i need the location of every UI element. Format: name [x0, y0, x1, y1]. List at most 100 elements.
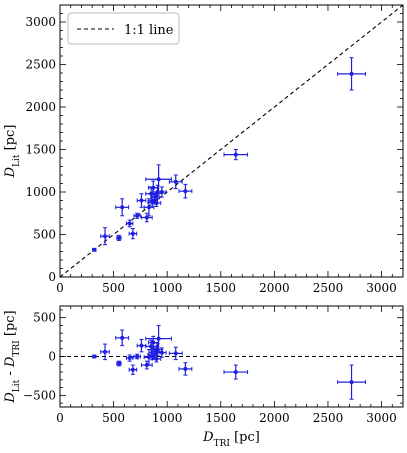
- data-point: [133, 212, 141, 219]
- data-point: [151, 199, 162, 207]
- data-point: [223, 149, 249, 161]
- data-marker: [149, 344, 154, 349]
- y-tick-label: 0: [48, 270, 56, 284]
- data-point: [337, 364, 366, 400]
- top-panel: 0 500 1000 1500 2000 2500 3000 0 500 1000 1500 2000…: [3, 4, 404, 295]
- data-marker: [349, 380, 354, 385]
- x-tick-label: 0: [56, 411, 64, 425]
- legend: 1:1 line: [67, 12, 180, 45]
- data-marker: [144, 363, 149, 368]
- data-marker: [127, 356, 132, 361]
- data-point: [145, 164, 172, 195]
- data-marker: [120, 335, 125, 340]
- y-axis-label: DLit - DTRI [pc]: [3, 310, 22, 403]
- y-tick-label: 2000: [25, 100, 56, 114]
- y-tick-label: −500: [23, 388, 56, 402]
- data-point: [145, 324, 172, 353]
- data-marker: [144, 215, 149, 220]
- x-tick-label: 1000: [152, 411, 183, 425]
- data-point: [178, 183, 193, 199]
- data-marker: [349, 71, 354, 76]
- data-point: [337, 57, 366, 91]
- y-tick-label: 3000: [25, 15, 56, 29]
- data-marker: [92, 354, 97, 359]
- data-marker: [233, 370, 238, 375]
- data-marker: [130, 367, 135, 372]
- x-tick-label: 500: [102, 411, 125, 425]
- data-marker: [159, 350, 164, 355]
- data-point: [140, 212, 153, 223]
- y-tick-label: 500: [33, 311, 56, 325]
- data-marker: [154, 356, 159, 361]
- x-tick-label: 1000: [152, 281, 183, 295]
- data-marker: [139, 343, 144, 348]
- data-marker: [139, 198, 144, 203]
- data-point: [178, 362, 193, 376]
- y-axis-label: DLit [pc]: [3, 125, 22, 179]
- data-marker: [151, 340, 156, 345]
- data-marker: [127, 221, 132, 226]
- x-tick-label: 500: [102, 281, 125, 295]
- data-point: [128, 364, 138, 375]
- data-point: [115, 198, 130, 217]
- y-tick-label: 1500: [25, 143, 56, 157]
- x-tick-label: 0: [56, 281, 64, 295]
- data-marker: [151, 185, 156, 190]
- data-marker: [116, 361, 121, 366]
- data-marker: [146, 205, 151, 210]
- data-marker: [130, 231, 135, 236]
- data-marker: [183, 366, 188, 371]
- data-point: [100, 227, 110, 246]
- data-point: [116, 360, 122, 367]
- data-marker: [135, 213, 140, 218]
- data-point: [115, 329, 130, 347]
- y-tick-label: 500: [33, 228, 56, 242]
- data-point: [157, 186, 167, 198]
- x-tick-label: 2000: [259, 281, 290, 295]
- x-tick-label: 1500: [206, 281, 237, 295]
- x-tick-label: 3000: [366, 281, 397, 295]
- y-tick-label: 0: [48, 350, 56, 364]
- data-marker: [156, 336, 161, 341]
- data-marker: [183, 189, 188, 194]
- x-tick-label: 2500: [313, 281, 344, 295]
- data-point: [92, 354, 97, 359]
- data-point: [136, 338, 147, 353]
- data-marker: [103, 349, 108, 354]
- data-marker: [92, 247, 97, 252]
- data-point: [136, 193, 147, 208]
- data-point: [223, 364, 249, 380]
- data-point: [125, 354, 134, 362]
- y-tick-label: 2500: [25, 58, 56, 72]
- data-marker: [153, 194, 158, 199]
- x-tick-label: 2500: [313, 411, 344, 425]
- x-axis-label: DTRI [pc]: [202, 430, 260, 449]
- data-point: [116, 234, 122, 241]
- data-point: [157, 347, 167, 358]
- data-point: [125, 219, 134, 228]
- one-to-one-line: [59, 4, 404, 278]
- data-point: [128, 228, 138, 240]
- y-tick-label: 1000: [25, 185, 56, 199]
- x-tick-label: 2000: [259, 411, 290, 425]
- data-marker: [103, 234, 108, 239]
- data-point: [168, 346, 183, 361]
- data-marker: [116, 235, 121, 240]
- data-point: [92, 247, 97, 252]
- data-marker: [173, 179, 178, 184]
- data-point: [100, 343, 110, 361]
- x-tick-label: 1500: [206, 411, 237, 425]
- legend-label: 1:1 line: [124, 23, 174, 38]
- data-marker: [159, 190, 164, 194]
- data-marker: [135, 354, 140, 359]
- data-marker: [156, 177, 161, 182]
- data-marker: [154, 201, 159, 206]
- data-marker: [173, 351, 178, 356]
- legend-box: [67, 12, 180, 45]
- data-marker: [120, 205, 125, 210]
- data-marker: [233, 152, 238, 157]
- x-tick-label: 3000: [366, 411, 397, 425]
